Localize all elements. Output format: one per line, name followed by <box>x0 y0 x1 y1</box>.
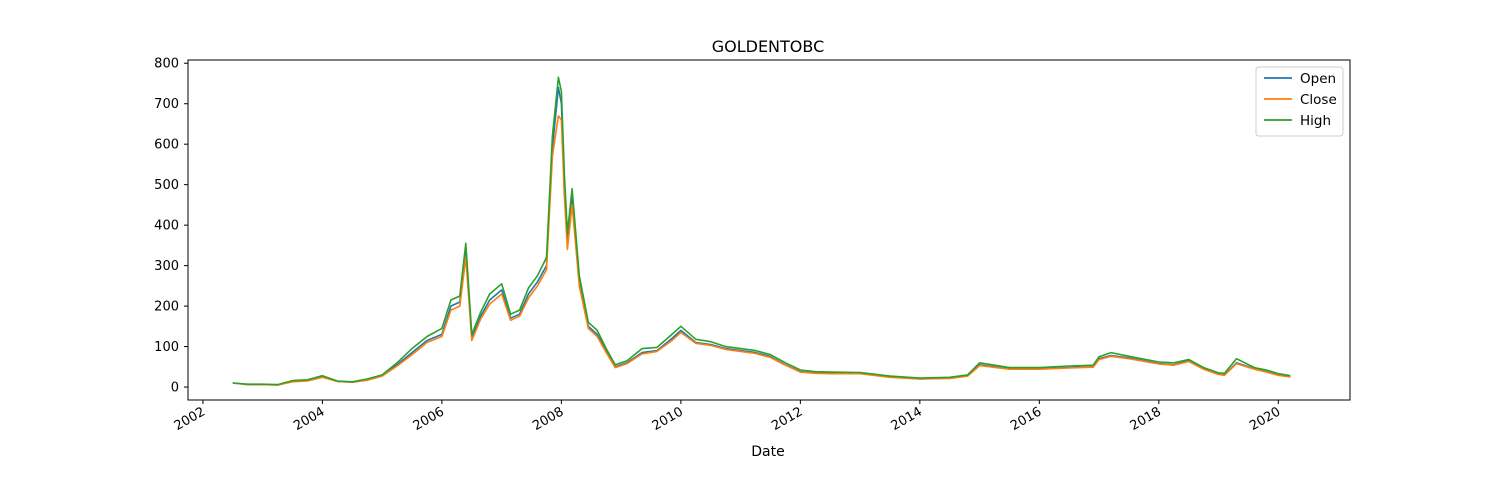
legend-box <box>1255 66 1344 137</box>
y-tick-label: 400 <box>154 219 179 234</box>
series-line-high <box>232 76 1291 386</box>
y-tick-label: 100 <box>154 340 179 355</box>
y-tick-label: 500 <box>154 178 179 193</box>
y-tick-label: 200 <box>154 300 179 315</box>
x-axis-title: Date <box>751 444 784 460</box>
y-tick-label: 300 <box>154 259 179 274</box>
series-layer <box>232 76 1291 386</box>
y-tick-label: 800 <box>154 57 179 72</box>
series-line-close <box>232 115 1291 386</box>
y-tick-label: 600 <box>154 138 179 153</box>
legend-label-high: High <box>1300 113 1331 129</box>
y-tick-label: 700 <box>154 97 179 112</box>
legend-label-open: Open <box>1300 71 1336 87</box>
legend: Open Close High <box>1255 66 1344 137</box>
plot-area-frame <box>187 59 1351 401</box>
chart-title: GOLDENTOBC <box>712 37 825 56</box>
legend-label-close: Close <box>1300 92 1337 108</box>
y-tick-label: 0 <box>171 381 179 396</box>
